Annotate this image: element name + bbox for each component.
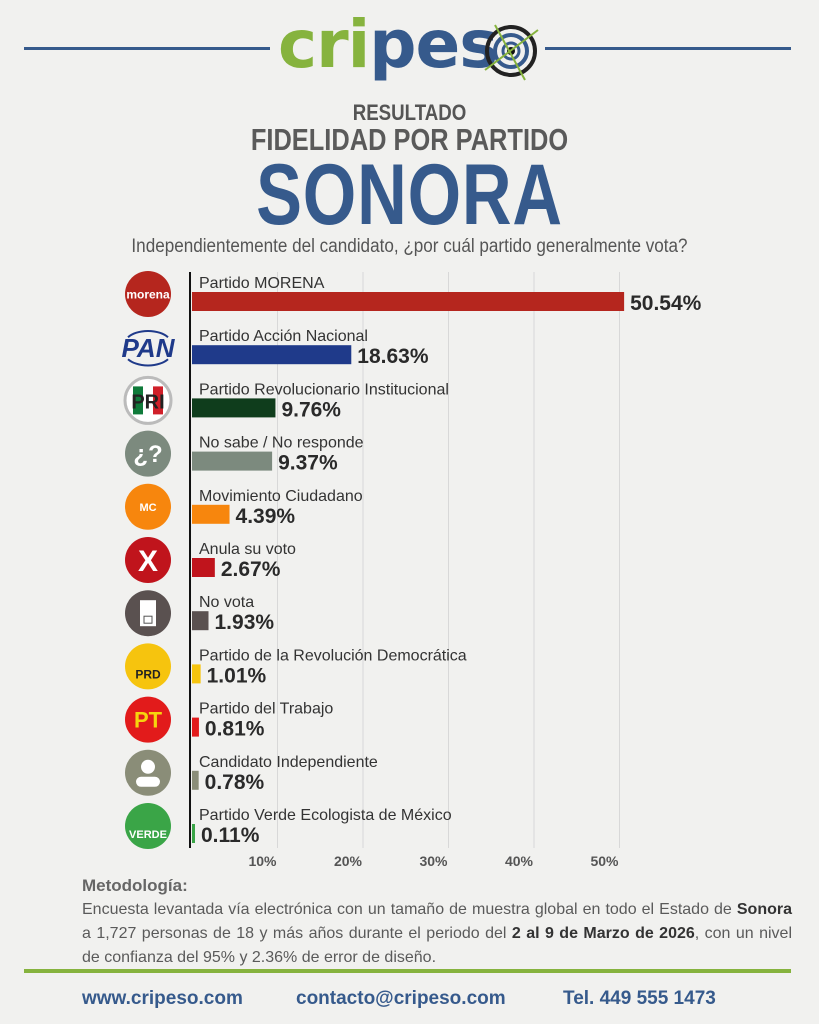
value-label: 1.01% [207, 664, 267, 687]
pri-red-icon [153, 386, 163, 415]
pan-arc-icon [127, 358, 169, 367]
person-body-icon [136, 776, 160, 787]
x-tick-label: 20% [334, 853, 363, 869]
category-label: Partido Verde Ecologista de México [199, 807, 452, 824]
pri-green-icon [133, 386, 143, 415]
ballot-box-icon [143, 615, 153, 624]
ballot-paper-icon [140, 600, 156, 627]
bar [192, 398, 276, 418]
footer-divider [24, 969, 791, 973]
pt-logo [125, 696, 171, 743]
question-icon [125, 430, 171, 477]
mc-logo-text: MC [139, 502, 156, 514]
category-label: Partido MORENA [199, 275, 325, 292]
email-link[interactable]: contacto@cripeso.com [296, 988, 506, 1009]
bar [192, 504, 230, 524]
meth-p3: , con un nivel de confianza del 95% y 2.… [82, 925, 792, 966]
state-title: SONORA [256, 147, 563, 243]
header-rule-left [24, 47, 270, 50]
bar [192, 824, 195, 843]
kicker: RESULTADO [352, 100, 467, 125]
x-icon-text: X [138, 545, 158, 578]
morena-logo-text: morena [126, 287, 170, 301]
bar [192, 611, 209, 631]
verde-logo [125, 803, 171, 849]
category-label: Partido Acción Nacional [199, 328, 368, 345]
category-label: Partido de la Revolución Democrática [199, 647, 467, 664]
x-tick-label: 40% [505, 853, 534, 869]
cripeso-logo: cripes [278, 6, 548, 84]
value-label: 1.93% [215, 611, 275, 634]
x-tick-label: 10% [248, 853, 277, 869]
bar [192, 345, 352, 365]
meth-b2: 2 al 9 de Marzo de 2026 [511, 925, 695, 942]
bar [192, 770, 199, 790]
question-icon-text: ¿? [133, 441, 162, 468]
category-label: No sabe / No responde [199, 435, 364, 452]
phone-number: Tel. 449 555 1473 [563, 988, 716, 1009]
value-label: 18.63% [357, 345, 429, 368]
x-icon [125, 537, 171, 583]
prd-logo-text: PRD [135, 668, 161, 682]
person-head-icon [141, 759, 155, 774]
morena-logo [125, 271, 171, 317]
value-label: 9.76% [281, 398, 341, 421]
bar [192, 558, 215, 577]
pri-text: PRI [131, 391, 164, 413]
value-label: 4.39% [236, 505, 296, 528]
category-label: Partido del Trabajo [199, 701, 333, 718]
prd-logo [125, 643, 171, 690]
chart-title: FIDELIDAD POR PARTIDO [250, 122, 569, 157]
header-rule-right [545, 47, 791, 50]
bar [192, 717, 199, 737]
meth-p1: Encuesta levantada vía electrónica con u… [82, 901, 737, 918]
verde-logo-text: VERDE [129, 829, 167, 841]
category-label: Partido Revolucionario Institucional [199, 381, 449, 398]
category-label: Candidato Independiente [199, 754, 378, 771]
methodology-title: Metodología: [82, 876, 188, 895]
value-label: 0.81% [205, 718, 265, 741]
value-label: 0.78% [205, 771, 265, 794]
logo-text-blue: pes [369, 6, 498, 83]
meth-b1: Sonora [736, 901, 792, 918]
bar [192, 664, 201, 684]
pan-arc-icon [127, 329, 169, 338]
bar [192, 292, 625, 311]
pt-logo-text: PT [134, 708, 163, 733]
bar [192, 451, 273, 471]
value-label: 9.37% [278, 452, 338, 475]
value-label: 50.54% [630, 292, 702, 315]
x-tick-label: 30% [419, 853, 448, 869]
category-label: Anula su voto [199, 541, 296, 558]
website-link[interactable]: www.cripeso.com [82, 988, 243, 1009]
question: Independientemente del candidato, ¿por c… [131, 236, 688, 257]
target-icon [484, 24, 539, 81]
pan-logo: PAN [122, 333, 176, 363]
value-label: 2.67% [221, 558, 281, 581]
logo-text-green: cri [278, 6, 370, 83]
value-label: 0.11% [201, 824, 260, 847]
meth-p2: a 1,727 personas de 18 y más años durant… [82, 925, 512, 942]
category-label: No vota [199, 594, 254, 611]
x-tick-label: 50% [590, 853, 619, 869]
category-label: Movimiento Ciudadano [199, 488, 363, 505]
mc-logo [125, 483, 171, 530]
methodology-text: Encuesta levantada vía electrónica con u… [82, 898, 792, 970]
